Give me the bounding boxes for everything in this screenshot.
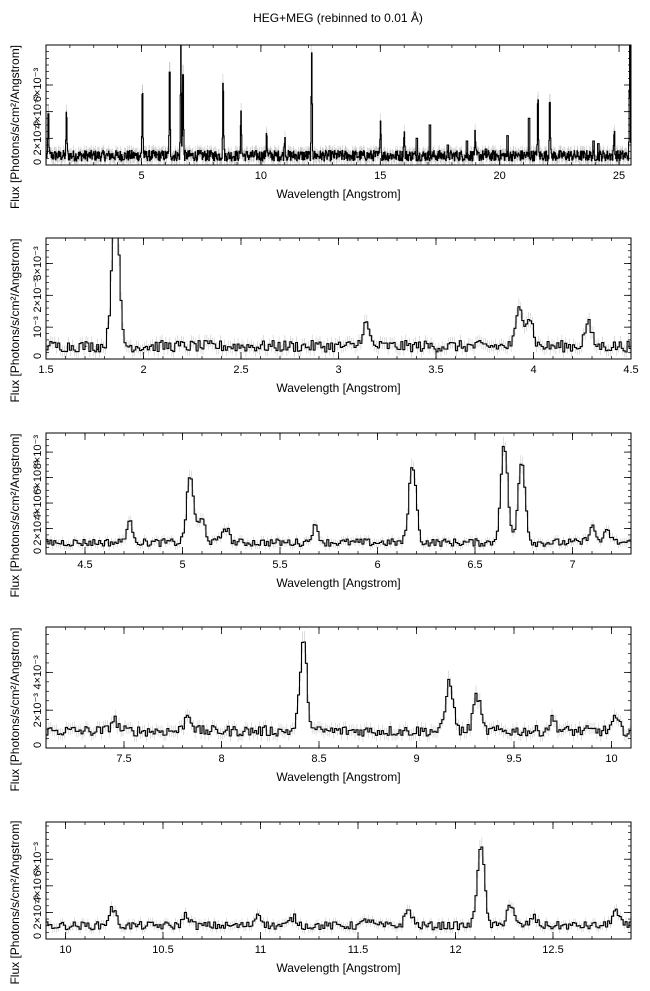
y-tick-label: 4×10⁻³	[32, 655, 44, 690]
x-tick-label: 5	[138, 170, 144, 182]
y-tick-label-zero: 0	[32, 548, 44, 554]
spectrum-series	[46, 436, 631, 551]
x-tick-label: 5.5	[272, 559, 287, 571]
y-tick-label: 2×10⁻³	[32, 121, 44, 156]
plot-frame	[45, 821, 632, 940]
x-tick-label: 10	[605, 753, 617, 765]
x-axis-label: Wavelength [Angstrom]	[276, 187, 400, 201]
x-tick-label: 11.5	[348, 944, 369, 956]
panel-2: 1.5 2 2.5 3 3.5 4 4.5 10⁻³ 2×10⁻³3×10⁻³ 0 Waveleng…	[8, 237, 639, 403]
x-tick-label: 2	[140, 364, 146, 376]
panel-1: 5 10 15 20 25 2×10⁻³4×10⁻³6×10⁻³ 0 Wavelength […	[8, 44, 632, 209]
y-tick-label-zero: 0	[32, 742, 44, 748]
x-tick-label: 15	[374, 170, 386, 182]
y-tick-label-zero: 0	[32, 159, 44, 165]
error-bars	[46, 631, 631, 742]
spectrum-line	[46, 238, 631, 353]
x-tick-label: 3	[335, 364, 341, 376]
y-axis-label: Flux [Photons/s/cm²/Angstrom]	[8, 45, 22, 209]
error-bars	[46, 436, 631, 551]
x-tick-label: 8.5	[311, 753, 326, 765]
y-tick-label: 3×10⁻³	[32, 246, 44, 281]
y-tick-label: 6×10⁻³	[32, 460, 44, 495]
panel-3: 4.5 5 5.5 6 6.5 7 2×10⁻³4×10⁻³6×10⁻³8×10⁻³ 0 Wav…	[8, 432, 632, 598]
x-tick-label: 11	[255, 944, 266, 956]
x-tick-label: 20	[494, 170, 506, 182]
x-axis-label: Wavelength [Angstrom]	[276, 576, 400, 590]
y-axis-label: Flux [Photons/s/cm²/Angstrom]	[8, 433, 22, 597]
x-tick-label: 10	[255, 170, 267, 182]
spectrum-series	[46, 837, 631, 935]
y-tick-label: 2×10⁻³	[32, 511, 44, 546]
y-tick-label: 4×10⁻³	[32, 94, 44, 129]
x-axis-label: Wavelength [Angstrom]	[276, 961, 400, 975]
x-tick-label: 25	[613, 170, 625, 182]
y-tick-label-zero: 0	[32, 353, 44, 359]
error-bars	[46, 45, 631, 165]
x-tick-label: 12	[449, 944, 461, 956]
x-tick-label: 2.5	[233, 364, 248, 376]
y-tick-label: 10⁻³	[32, 316, 44, 338]
y-axis-label: Flux [Photons/s/cm²/Angstrom]	[8, 238, 22, 402]
spectrum-series	[46, 238, 631, 358]
error-bars	[46, 837, 631, 935]
x-tick-label: 7	[569, 559, 575, 571]
y-tick-label: 2×10⁻³	[32, 278, 44, 313]
y-axis-label: Flux [Photons/s/cm²/Angstrom]	[8, 820, 22, 984]
x-tick-label: 7.5	[116, 753, 131, 765]
x-tick-label: 4	[530, 364, 536, 376]
x-tick-label: 6	[374, 559, 380, 571]
panel-5: 10 10.5 11 11.5 12 12.5 2×10⁻³4×10⁻³6×10⁻³ 0 Wav…	[8, 820, 632, 985]
x-tick-label: 10.5	[152, 944, 173, 956]
plot-frame	[45, 237, 632, 360]
y-tick-label: 4×10⁻³	[32, 868, 44, 903]
x-tick-label: 9.5	[506, 753, 521, 765]
x-tick-label: 4.5	[623, 364, 638, 376]
y-tick-label: 6×10⁻³	[32, 68, 44, 103]
x-tick-label: 12.5	[542, 944, 563, 956]
y-tick-label: 2×10⁻³	[32, 693, 44, 728]
x-tick-label: 8	[218, 753, 224, 765]
x-tick-label: 10	[59, 944, 71, 956]
x-tick-label: 6.5	[467, 559, 482, 571]
error-bars	[46, 238, 631, 358]
spectrum-series	[46, 45, 631, 165]
spectrum-line	[46, 846, 631, 931]
y-tick-label-zero: 0	[32, 933, 44, 939]
x-axis-label: Wavelength [Angstrom]	[276, 770, 400, 784]
y-axis-label: Flux [Photons/s/cm²/Angstrom]	[8, 627, 22, 791]
x-axis-label: Wavelength [Angstrom]	[276, 381, 400, 395]
x-tick-label: 5	[179, 559, 185, 571]
y-tick-label: 4×10⁻³	[32, 486, 44, 521]
x-tick-label: 4.5	[77, 559, 92, 571]
spectrum-line	[46, 641, 631, 737]
x-tick-label: 9	[413, 753, 419, 765]
y-tick-label: 8×10⁻³	[32, 435, 44, 470]
spectrum-line	[46, 45, 631, 162]
panel-4: 7.5 8 8.5 9 9.5 10 2×10⁻³ 4×10⁻³ 0 Wavelength [An…	[8, 626, 632, 792]
spectrum-line	[46, 445, 631, 547]
figure-title: HEG+MEG (rebinned to 0.01 Å)	[253, 10, 423, 25]
y-tick-label: 2×10⁻³	[32, 895, 44, 930]
spectrum-series	[46, 631, 631, 742]
y-tick-label: 6×10⁻³	[32, 842, 44, 877]
x-tick-label: 1.5	[38, 364, 53, 376]
x-tick-label: 3.5	[428, 364, 443, 376]
